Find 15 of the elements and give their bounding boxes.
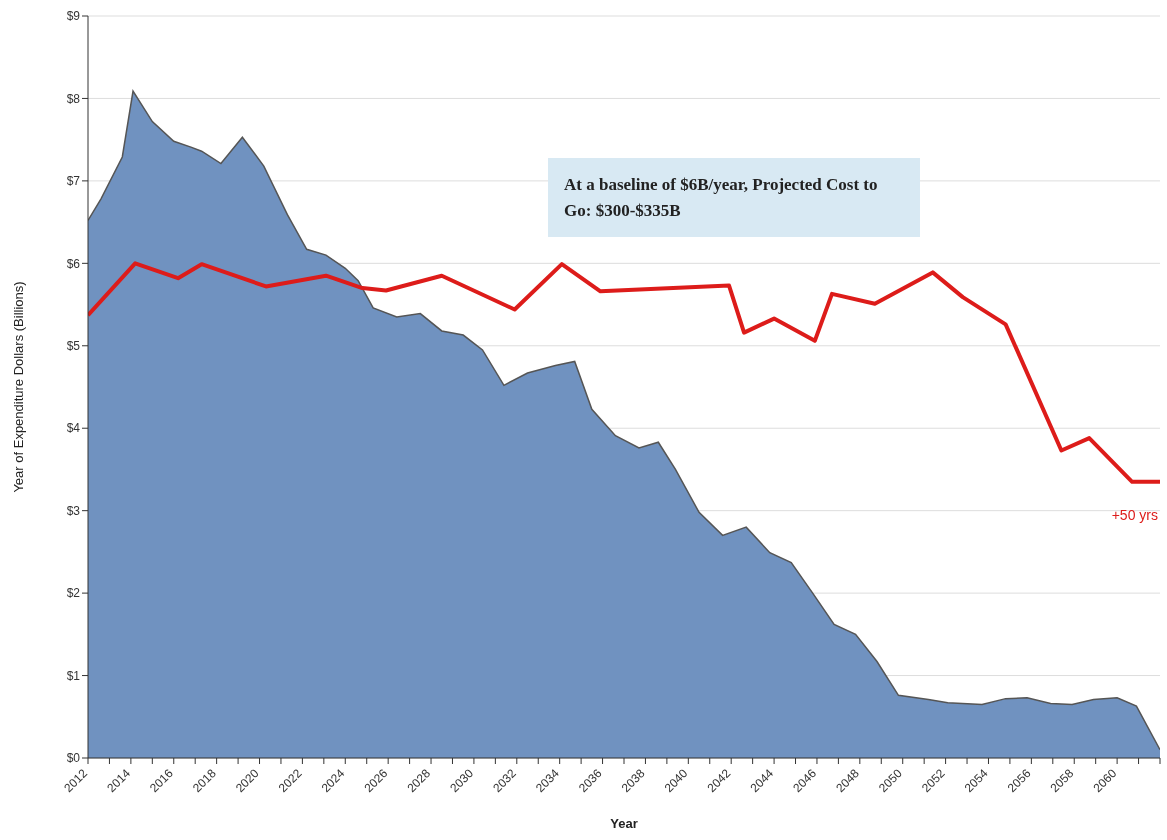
- y-tick-label: $5: [66, 339, 81, 354]
- y-tick-label: $6: [66, 256, 81, 271]
- x-axis-title: Year: [610, 816, 638, 831]
- annotation: +50 yrs: [1111, 506, 1158, 523]
- line-series: [88, 261, 1160, 484]
- y-tick-label: $2: [66, 586, 81, 601]
- y-axis-title: Year of Expenditure Dollars (Billions): [10, 281, 26, 493]
- text-box: At a baseline of $6B/year, Projected Cost to Go: $300-$335B: [548, 158, 920, 237]
- y-tick-label: $0: [66, 751, 81, 766]
- y-tick-label: $7: [66, 174, 81, 189]
- y-tick-label: $9: [66, 9, 81, 24]
- y-tick-label: $4: [66, 421, 81, 436]
- y-tick-label: $8: [66, 91, 81, 106]
- y-tick-label: $1: [66, 668, 81, 683]
- y-tick-label: $3: [66, 503, 81, 518]
